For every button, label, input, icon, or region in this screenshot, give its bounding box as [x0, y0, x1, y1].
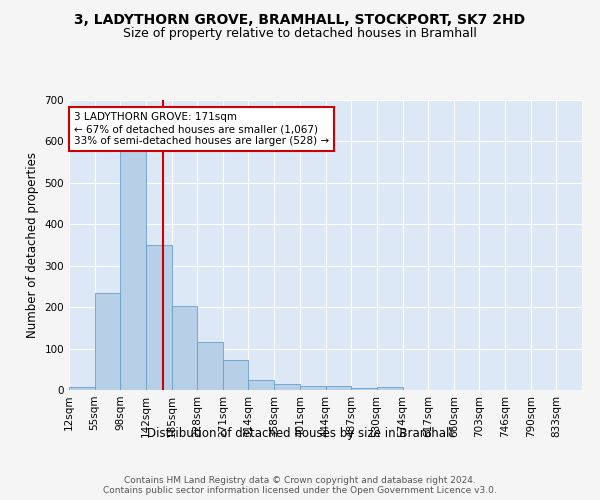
Bar — [95, 292, 120, 390]
Y-axis label: Number of detached properties: Number of detached properties — [26, 152, 39, 338]
Bar — [223, 360, 248, 390]
Bar — [325, 386, 351, 390]
Bar — [69, 386, 95, 390]
Text: Size of property relative to detached houses in Bramhall: Size of property relative to detached ho… — [123, 28, 477, 40]
Bar — [197, 342, 223, 390]
Bar — [248, 380, 274, 390]
Bar — [300, 386, 325, 390]
Text: 3, LADYTHORN GROVE, BRAMHALL, STOCKPORT, SK7 2HD: 3, LADYTHORN GROVE, BRAMHALL, STOCKPORT,… — [74, 12, 526, 26]
Bar — [274, 384, 300, 390]
Bar — [120, 148, 146, 390]
Bar — [377, 386, 403, 390]
Bar — [146, 245, 172, 390]
Bar — [351, 388, 377, 390]
Text: 3 LADYTHORN GROVE: 171sqm
← 67% of detached houses are smaller (1,067)
33% of se: 3 LADYTHORN GROVE: 171sqm ← 67% of detac… — [74, 112, 329, 146]
Text: Distribution of detached houses by size in Bramhall: Distribution of detached houses by size … — [147, 428, 453, 440]
Text: Contains HM Land Registry data © Crown copyright and database right 2024.
Contai: Contains HM Land Registry data © Crown c… — [103, 476, 497, 495]
Bar — [172, 306, 197, 390]
